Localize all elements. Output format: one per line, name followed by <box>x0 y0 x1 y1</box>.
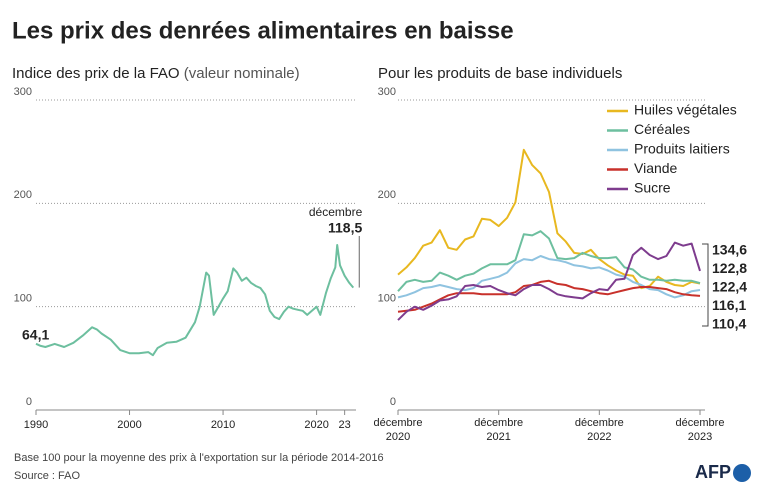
y-tick-label: 200 <box>14 189 32 201</box>
y-tick-label: 100 <box>378 293 396 305</box>
title: Les prix des denrées alimentaires en bai… <box>12 17 514 44</box>
x-tick-label: 2021 <box>486 431 510 443</box>
x-tick-label: 23 <box>339 419 351 431</box>
x-tick-label: 2023 <box>688 431 712 443</box>
subtitle: Indice des prix de la FAO (valeur nomina… <box>12 65 300 82</box>
end-bracket <box>702 243 709 327</box>
end-value-label: 110,4 <box>712 316 746 332</box>
end-value-label: 122,8 <box>712 260 747 276</box>
legend-label: Huiles végétales <box>634 102 737 118</box>
x-tick-label: décembre <box>374 417 423 429</box>
y-tick-label: 300 <box>14 86 32 98</box>
y-tick-label: 100 <box>14 293 32 305</box>
line-series <box>397 241 701 321</box>
x-tick-label: décembre <box>474 417 523 429</box>
x-tick-label: décembre <box>575 417 624 429</box>
x-tick-label: 2010 <box>211 419 235 431</box>
line-series <box>35 244 355 357</box>
y-tick-label: 200 <box>378 189 396 201</box>
y-tick-label: 0 <box>390 396 396 408</box>
source: Source : FAO <box>14 470 80 482</box>
logo: AFP <box>695 462 731 482</box>
footnote: Base 100 pour la moyenne des prix à l'ex… <box>14 452 384 464</box>
end-value-label: 122,4 <box>712 279 747 295</box>
x-tick-label: 2020 <box>304 419 328 431</box>
x-tick-label: 2000 <box>117 419 141 431</box>
end-value-label: 116,1 <box>712 297 746 313</box>
legend-label: Viande <box>634 160 678 176</box>
legend-label: Sucre <box>634 180 671 196</box>
x-tick-label: décembre <box>676 417 725 429</box>
subtitle-note: (valeur nominale) <box>184 65 300 82</box>
x-tick-label: 2022 <box>587 431 611 443</box>
legend-label: Céréales <box>634 121 690 137</box>
logo-mark <box>733 464 751 482</box>
legend-label: Produits laitiers <box>634 141 730 157</box>
x-tick-label: 1990 <box>24 419 48 431</box>
annotation-label: 118,5 <box>328 220 362 236</box>
annotation-note: décembre <box>309 205 363 219</box>
x-tick-label: 2020 <box>386 431 410 443</box>
line-series <box>397 279 701 313</box>
annotation-label: 64,1 <box>22 326 49 342</box>
subtitle: Pour les produits de base individuels <box>378 65 622 82</box>
y-tick-label: 0 <box>26 396 32 408</box>
subtitle-main: Indice des prix de la FAO <box>12 65 180 82</box>
y-tick-label: 300 <box>378 86 396 98</box>
line-series <box>397 255 701 299</box>
line-series <box>397 230 701 292</box>
end-value-label: 134,6 <box>712 242 747 258</box>
